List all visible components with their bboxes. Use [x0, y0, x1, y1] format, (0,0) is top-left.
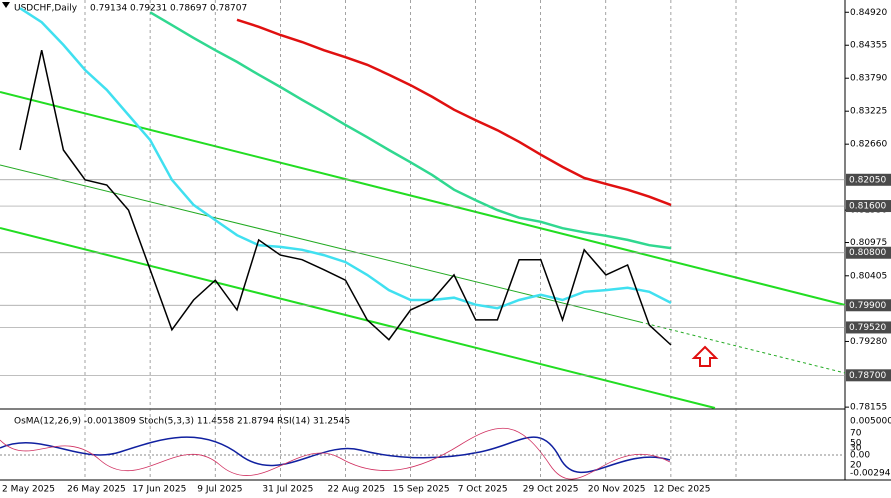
series-line [19, 50, 672, 346]
level-label-box [846, 299, 891, 312]
quote-value: 0.78707 [210, 4, 247, 14]
series-line [19, 7, 672, 310]
x-tick-label: 17 Jun 2025 [132, 485, 186, 495]
x-tick-label: 15 Sep 2025 [393, 485, 450, 495]
x-tick-label: 9 Jul 2025 [197, 485, 242, 495]
y-tick-label: 0.79280 [850, 337, 887, 347]
indicator-label: OsMA(12,26,9) -0.0013809 Stoch(5,3,3) 11… [14, 417, 350, 427]
indicator-tick-label: 0.00 [850, 451, 870, 461]
x-tick-label: 22 Aug 2025 [328, 485, 386, 495]
indicator-tick-label: 70 [850, 429, 862, 439]
level-label-box [846, 369, 891, 382]
y-tick-label: 0.82660 [850, 140, 887, 150]
indicator-tick-label: -0.002946 [850, 469, 891, 479]
arrow-icon [691, 345, 719, 367]
level-label: 0.79520 [849, 323, 886, 333]
level-label: 0.78700 [849, 371, 886, 381]
x-tick-label: 20 Nov 2025 [588, 485, 646, 495]
y-tick-label: 0.80975 [850, 238, 887, 248]
x-tick-label: 7 Oct 2025 [458, 485, 508, 495]
level-label: 0.79900 [849, 301, 886, 311]
series-line [149, 11, 672, 250]
y-tick-label: 0.84920 [850, 8, 887, 18]
trend-line [639, 321, 846, 374]
level-label: 0.82050 [849, 175, 886, 185]
y-tick-label: 0.83790 [850, 74, 887, 84]
x-tick-label: 29 Oct 2025 [523, 485, 579, 495]
quote-value: 0.79231 [130, 4, 167, 14]
level-label: 0.81600 [849, 202, 886, 212]
level-label: 0.80800 [849, 248, 886, 258]
level-label-box [846, 173, 891, 186]
trend-line [0, 227, 716, 409]
indicator-tick-label: 50 [850, 439, 862, 449]
indicator-line [0, 427, 671, 480]
y-tick-label: 0.84355 [850, 41, 887, 51]
indicator-tick-label: 30 [850, 444, 862, 454]
level-label-box [846, 321, 891, 334]
indicator-line [0, 436, 671, 474]
x-tick-label: 2 May 2025 [2, 485, 55, 495]
pane-icon [2, 2, 10, 8]
level-label-box [846, 200, 891, 213]
level-label-box [846, 246, 891, 259]
quote-value: 0.79134 [90, 4, 127, 14]
x-tick-label: 12 Dec 2025 [653, 485, 711, 495]
y-tick-label: 0.80405 [850, 271, 887, 281]
x-tick-label: 31 Jul 2025 [262, 485, 313, 495]
y-tick-label: 0.78155 [850, 403, 887, 413]
quote-value: 0.78697 [170, 4, 207, 14]
y-tick-label: 0.83225 [850, 107, 887, 117]
symbol-title: USDCHF,Daily [14, 4, 78, 14]
series-line [236, 18, 672, 207]
x-tick-label: 26 May 2025 [67, 485, 126, 495]
indicator-tick-label: 20 [850, 461, 862, 471]
indicator-tick-label: 0.0050000 [850, 417, 891, 427]
